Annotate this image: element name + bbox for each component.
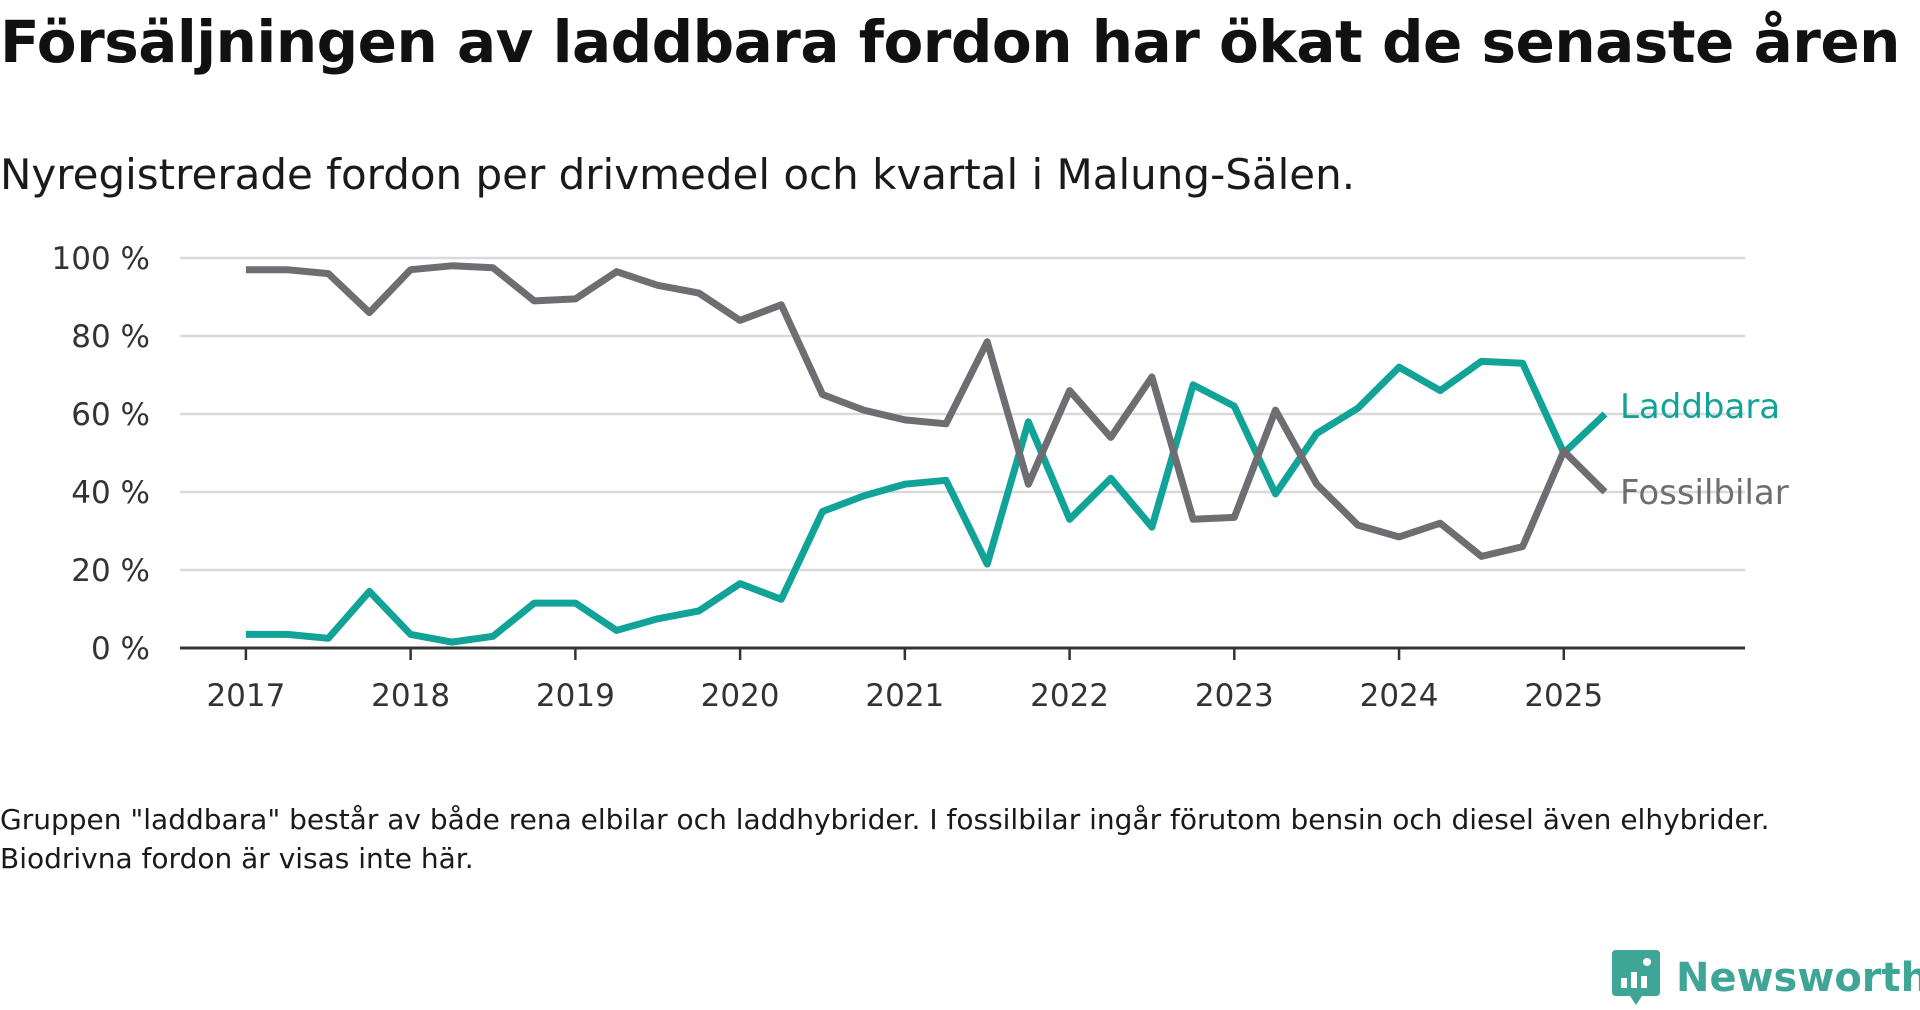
x-tick-label: 2023 bbox=[1195, 678, 1274, 714]
x-tick-label: 2018 bbox=[371, 678, 450, 714]
x-tick-label: 2025 bbox=[1524, 678, 1603, 714]
series-label-laddbara: Laddbara bbox=[1620, 387, 1780, 427]
y-tick-label: 20 % bbox=[71, 553, 150, 589]
x-tick-label: 2017 bbox=[206, 678, 285, 714]
brand-name: Newsworthy bbox=[1676, 955, 1920, 1001]
gridlines bbox=[180, 256, 1745, 572]
chart-title: Försäljningen av laddbara fordon har öka… bbox=[0, 8, 1900, 76]
chart-subtitle: Nyregistrerade fordon per drivmedel och … bbox=[0, 150, 1356, 199]
series-lines bbox=[245, 262, 1608, 646]
series-labels: Laddbara Fossilbilar bbox=[1620, 387, 1789, 513]
series-line-fossilbilar bbox=[245, 262, 1608, 560]
footnote: Gruppen "laddbara" består av både rena e… bbox=[0, 803, 1770, 875]
series-line-laddbara bbox=[245, 357, 1608, 646]
newsworthy-logo-icon bbox=[1612, 950, 1660, 1005]
y-tick-label: 60 % bbox=[71, 397, 150, 433]
x-tick-label: 2020 bbox=[701, 678, 780, 714]
y-tick-label: 100 % bbox=[52, 241, 150, 277]
axes: 0 % 20 % 40 % 60 % 80 % 100 % 2017 2018 2019 2020… bbox=[52, 241, 1745, 714]
y-tick-label: 40 % bbox=[71, 475, 150, 511]
line-chart: 0 % 20 % 40 % 60 % 80 % 100 % 2017 2018 2019 2020… bbox=[52, 241, 1789, 714]
x-tick-label: 2021 bbox=[865, 678, 944, 714]
x-tick-label: 2019 bbox=[536, 678, 615, 714]
y-tick-label: 0 % bbox=[91, 631, 150, 667]
x-tick-label: 2024 bbox=[1360, 678, 1439, 714]
x-tick-label: 2022 bbox=[1030, 678, 1109, 714]
series-label-fossilbilar: Fossilbilar bbox=[1620, 473, 1789, 513]
y-tick-label: 80 % bbox=[71, 319, 150, 355]
brand-logo: Newsworthy bbox=[1610, 948, 1920, 1008]
